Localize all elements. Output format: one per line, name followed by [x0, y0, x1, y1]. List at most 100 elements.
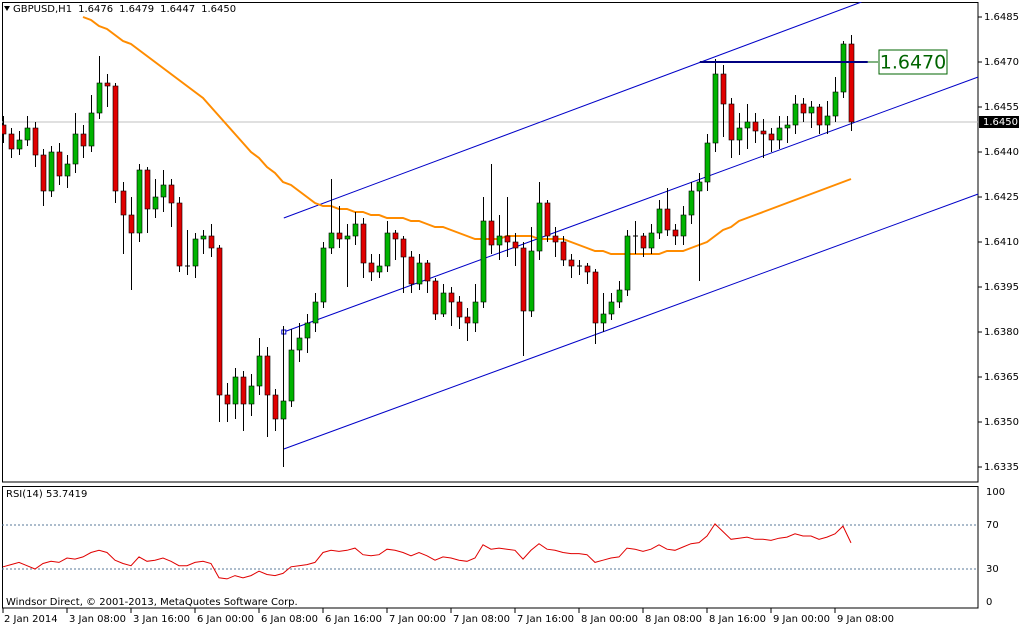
candle-body	[264, 355, 271, 396]
rsi-tick-label: 0	[986, 597, 992, 608]
candle-body	[688, 190, 695, 216]
candle-body	[696, 181, 703, 192]
x-tick-label: 9 Jan 08:00	[837, 614, 894, 625]
ohlc-value: 1.6447	[160, 4, 195, 15]
candle-body	[496, 235, 503, 246]
candle-body	[208, 235, 215, 249]
candle-body	[488, 220, 495, 246]
candle-body	[608, 301, 615, 315]
candle-body	[344, 235, 351, 240]
y-tick-label: 1.6350	[984, 417, 1019, 428]
candle-body	[776, 127, 783, 141]
candle-body	[48, 151, 55, 192]
candle-body	[416, 262, 423, 285]
rsi-panel	[2, 486, 979, 609]
candle-body	[728, 103, 735, 141]
x-tick-label: 7 Jan 00:00	[389, 614, 446, 625]
candle-body	[792, 103, 799, 126]
rsi-line	[2, 523, 852, 580]
candle-body	[624, 235, 631, 291]
candle-body	[280, 400, 287, 420]
candle-body	[592, 271, 599, 324]
candle-body	[368, 262, 375, 273]
candle-body	[448, 292, 455, 303]
y-tick-label: 1.6485	[984, 12, 1019, 23]
candle-body	[80, 133, 87, 147]
candle-body	[768, 133, 775, 141]
candle-body	[24, 127, 31, 141]
candle-body	[168, 184, 175, 204]
candle-body	[760, 130, 767, 135]
candle-body	[528, 250, 535, 312]
candle-body	[504, 235, 511, 243]
candle-body	[656, 208, 663, 234]
x-tick-label: 8 Jan 16:00	[709, 614, 766, 625]
candle-body	[392, 232, 399, 240]
ohlc-value: 1.6476	[78, 4, 113, 15]
candle-body	[584, 265, 591, 273]
candle-body	[480, 220, 487, 303]
candle-body	[40, 154, 47, 192]
candle-body	[560, 241, 567, 261]
candle-body	[360, 223, 367, 264]
candle-body	[640, 235, 647, 249]
ohlc-value: 1.6479	[119, 4, 154, 15]
candle-body	[464, 316, 471, 324]
candle-body	[216, 247, 223, 396]
x-tick-label: 6 Jan 08:00	[261, 614, 318, 625]
overlay: GBPUSD,H1 1.6476 1.6479 1.6447 1.6450 1.6485 1…	[2, 4, 1019, 625]
candle-body	[472, 301, 479, 324]
candle-body	[160, 184, 167, 198]
candle-body	[224, 394, 231, 405]
candle-body	[824, 115, 831, 126]
candle-body	[552, 235, 559, 243]
candle-body	[712, 73, 719, 144]
candle-body	[704, 142, 711, 183]
candle-body	[432, 280, 439, 315]
candle-body	[192, 238, 199, 267]
candle-body	[56, 151, 63, 177]
candle-body	[400, 238, 407, 258]
candle-body	[424, 262, 431, 282]
candle-body	[384, 232, 391, 267]
y-tick-label: 1.6455	[984, 102, 1019, 113]
candle-body	[128, 214, 135, 234]
level-label: 1.6470	[880, 52, 946, 74]
candle-body	[176, 202, 183, 267]
candle-body	[376, 265, 383, 273]
candle-body	[64, 163, 71, 177]
candle-body	[744, 121, 751, 129]
candle-body	[544, 202, 551, 237]
candle-body	[664, 208, 671, 231]
candle-body	[152, 196, 159, 210]
rsi-tick-label: 100	[986, 487, 1005, 498]
candle-body	[840, 43, 847, 93]
x-tick-label: 8 Jan 00:00	[581, 614, 638, 625]
candle-body	[784, 124, 791, 129]
y-tick-label: 1.6470	[984, 57, 1019, 68]
candle-body	[808, 106, 815, 114]
chart-header: GBPUSD,H1 1.6476 1.6479 1.6447 1.6450	[13, 4, 236, 15]
rsi-title: RSI(14) 53.7419	[6, 489, 87, 500]
candle-body	[200, 235, 207, 240]
candle-body	[680, 214, 687, 237]
x-tick-label: 2 Jan 2014	[4, 614, 58, 625]
candle-body	[672, 229, 679, 237]
candle-body	[296, 337, 303, 351]
candle-body	[816, 106, 823, 126]
candle-body	[848, 43, 855, 123]
candle-body	[648, 232, 655, 249]
menu-triangle[interactable]	[4, 6, 10, 11]
candle-body	[408, 256, 415, 285]
candle-body	[96, 82, 103, 114]
candle-body	[336, 232, 343, 240]
copyright: Windsor Direct, © 2001-2013, MetaQuotes …	[6, 597, 298, 608]
candle-body	[32, 127, 39, 156]
price-area	[2, 2, 978, 467]
candle-body	[288, 349, 295, 402]
candle-body	[536, 202, 543, 252]
candle-body	[16, 139, 23, 150]
bid-label: 1.6450	[983, 117, 1018, 128]
x-tick-label: 3 Jan 08:00	[69, 614, 126, 625]
